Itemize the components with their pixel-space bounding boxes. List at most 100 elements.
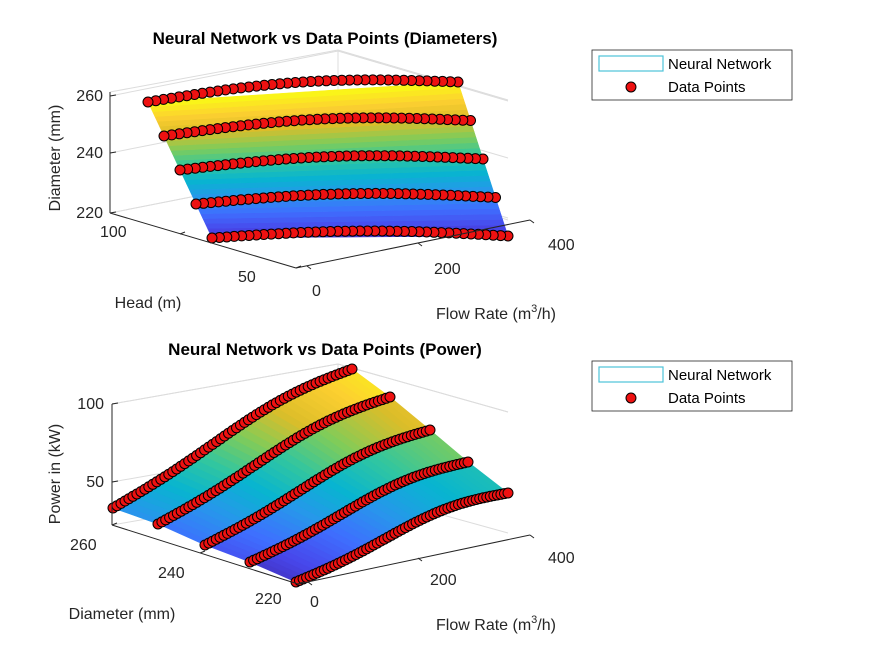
surface-patch <box>362 173 380 180</box>
surface-patch <box>213 183 231 189</box>
y-tick-label: 50 <box>238 269 256 286</box>
surface-patch <box>265 140 283 147</box>
surface-patch <box>449 142 466 150</box>
surface-patch <box>263 135 281 142</box>
surface-patch <box>364 178 382 185</box>
surface-patch <box>318 200 335 207</box>
surface-patch <box>303 164 321 171</box>
surface-patch <box>186 183 204 190</box>
surface-patch <box>270 217 287 223</box>
power-xlabel-main: Flow Rate (m <box>436 617 531 634</box>
surface-patch <box>471 208 488 215</box>
surface-patch <box>197 208 215 214</box>
surface-patch <box>219 132 237 139</box>
surface-patch <box>204 222 222 229</box>
surface-patch <box>458 125 475 133</box>
surface-patch <box>216 188 233 194</box>
data-point <box>158 130 170 142</box>
surface-patch <box>283 216 301 223</box>
surface-patch <box>263 201 281 208</box>
surface-patch <box>202 188 220 195</box>
surface-patch <box>305 133 322 140</box>
surface-patch <box>458 170 475 177</box>
surface-patch <box>459 131 477 138</box>
surface-patch <box>394 106 412 114</box>
surface-patch <box>285 221 303 228</box>
legend-data-points: Data Points <box>668 390 746 407</box>
surface-patch <box>200 183 217 190</box>
legend-data-points: Data Points <box>668 79 746 96</box>
power-xlabel-sup: 3 <box>531 614 537 626</box>
surface-patch <box>430 209 448 216</box>
surface-patch <box>202 218 220 224</box>
surface-patch <box>261 130 278 137</box>
surface-patch <box>266 176 284 183</box>
surface-patch <box>211 208 229 214</box>
legend-data-point-marker <box>625 392 637 404</box>
diameter-zlabel: Diameter (mm) <box>47 105 64 212</box>
surface-patch <box>322 211 339 217</box>
surface-patch <box>390 134 407 141</box>
surface-patch <box>295 144 312 151</box>
surface-patch <box>229 187 247 194</box>
diameter-xlabel-tail: /h) <box>537 306 556 323</box>
power-data-points <box>107 363 514 588</box>
surface-patch <box>376 210 393 217</box>
surface-patch <box>450 103 468 111</box>
surface-patch <box>344 88 362 95</box>
surface-patch <box>251 140 269 148</box>
surface-patch <box>274 92 292 100</box>
z-tick-label: 220 <box>76 205 103 222</box>
surface-patch <box>394 145 411 152</box>
data-point <box>462 456 474 468</box>
surface-patch <box>349 210 366 217</box>
surface-patch <box>234 167 252 174</box>
surface-patch <box>376 135 394 142</box>
surface-patch <box>214 152 232 159</box>
surface-patch <box>475 219 492 226</box>
surface-patch <box>245 222 262 229</box>
surface-patch <box>239 177 256 184</box>
surface-patch <box>408 144 425 152</box>
data-point <box>424 424 436 436</box>
diameter-xlabel-main: Flow Rate (m <box>436 306 531 323</box>
surface-patch <box>431 171 448 178</box>
power-chart: Neural Network vs Data Points (Power) 10… <box>47 340 793 634</box>
surface-patch <box>407 182 424 189</box>
diameter-legend: Neural Network Data Points <box>591 49 793 101</box>
surface-patch <box>473 213 490 221</box>
surface-patch <box>470 164 487 171</box>
surface-patch <box>218 222 235 229</box>
surface-patch <box>188 188 206 195</box>
z-tick-label: 100 <box>77 396 104 413</box>
surface-patch <box>372 124 390 131</box>
surface-patch <box>378 140 395 147</box>
surface-patch <box>403 209 420 216</box>
surface-patch <box>406 139 423 146</box>
power-chart-axes: 100 50 260 240 220 0 200 400 <box>70 396 575 611</box>
surface-patch <box>323 179 341 186</box>
surface-patch <box>280 175 297 182</box>
surface-patch <box>401 204 419 211</box>
surface-patch <box>488 219 505 226</box>
surface-patch <box>399 199 417 206</box>
surface-patch <box>253 145 271 153</box>
surface-patch <box>472 169 489 177</box>
surface-patch <box>394 220 411 227</box>
surface-patch <box>404 133 421 141</box>
data-point <box>174 164 186 176</box>
surface-patch <box>392 139 409 147</box>
surface-patch <box>374 204 391 211</box>
surface-patch <box>254 212 271 218</box>
surface-patch <box>184 149 202 156</box>
surface-patch <box>165 139 183 146</box>
power-xlabel-tail: /h) <box>537 617 556 634</box>
surface-patch <box>388 204 405 211</box>
surface-patch <box>296 180 313 187</box>
surface-patch <box>246 94 264 101</box>
surface-patch <box>279 206 296 213</box>
surface-patch <box>447 137 465 144</box>
surface-patch <box>229 217 247 224</box>
surface-patch <box>330 126 348 134</box>
